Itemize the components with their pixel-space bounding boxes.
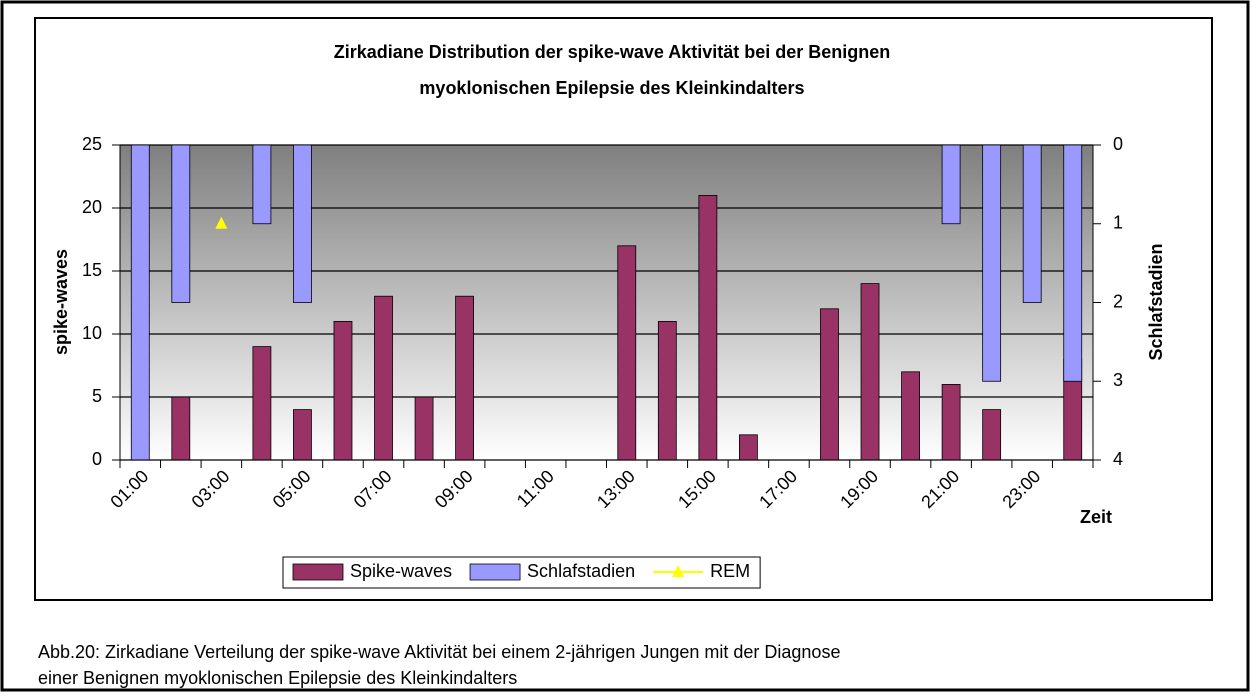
y-tick-label: 0 (92, 449, 102, 469)
bar (414, 396, 434, 461)
bar (333, 320, 353, 461)
y2-tick-label: 3 (1113, 370, 1123, 390)
bar (293, 144, 312, 303)
y-tick-label: 20 (82, 197, 102, 217)
y2-tick-label: 1 (1113, 213, 1123, 233)
bar (901, 371, 920, 461)
y2-axis-label: Schlafstadien (1146, 243, 1166, 360)
bar (455, 295, 475, 461)
y-tick-label: 5 (92, 386, 102, 406)
x-axis-label: Zeit (1080, 507, 1112, 527)
chart-title: myoklonischen Epilepsie des Kleinkindalt… (419, 78, 804, 98)
legend-label: Schlafstadien (527, 561, 635, 581)
bar (941, 383, 961, 461)
bar (374, 295, 393, 461)
bar (1022, 144, 1042, 303)
bar (171, 144, 191, 303)
legend-label: REM (710, 561, 750, 581)
plot-area (120, 145, 1093, 460)
caption: Abb.20: Zirkadiane Verteilung der spike-… (38, 642, 840, 662)
bar (171, 396, 191, 461)
legend-swatch (469, 563, 521, 581)
chart-title: Zirkadiane Distribution der spike-wave A… (334, 42, 890, 62)
bar (657, 320, 677, 461)
legend: Spike-waves Schlafstadien REM (282, 556, 761, 589)
bar (941, 144, 961, 225)
bar (982, 409, 1002, 461)
bar (1063, 144, 1083, 382)
y2-tick-label: 2 (1113, 291, 1123, 311)
y2-tick-label: 4 (1113, 449, 1123, 469)
bar (617, 245, 637, 461)
y-tick-label: 15 (82, 260, 102, 280)
bar (820, 308, 839, 461)
bar (293, 409, 312, 461)
bar (252, 144, 272, 225)
y2-tick-label: 0 (1113, 134, 1123, 154)
bars (130, 144, 1083, 461)
line-marker (215, 216, 228, 229)
y-tick-label: 10 (82, 323, 102, 343)
y-axis-label: spike-waves (51, 249, 71, 355)
bar (698, 194, 718, 461)
bar (982, 144, 1002, 382)
y-tick-label: 25 (82, 134, 102, 154)
legend-swatch (292, 563, 344, 581)
bar (130, 144, 150, 461)
bar (738, 434, 758, 461)
caption: einer Benignen myoklonischen Epilepsie d… (38, 668, 517, 688)
legend-swatch (672, 565, 685, 577)
bar (860, 283, 880, 461)
legend-label: Spike-waves (350, 561, 452, 581)
bar (252, 346, 272, 461)
